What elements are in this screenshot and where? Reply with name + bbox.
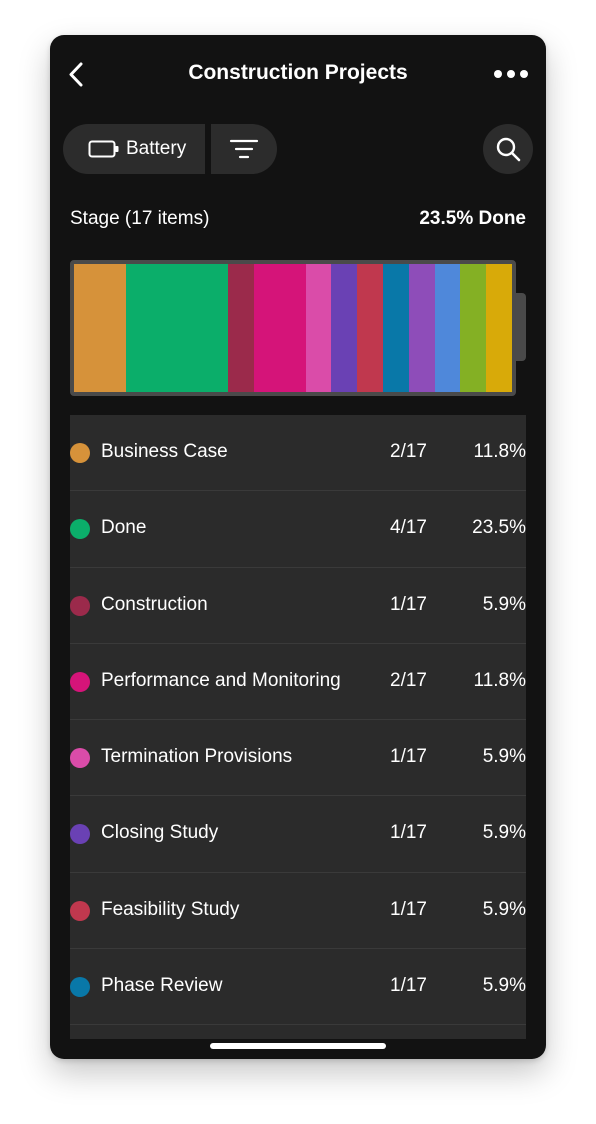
battery-segment[interactable] bbox=[486, 264, 512, 392]
battery-segment[interactable] bbox=[74, 264, 126, 392]
stage-row[interactable]: Performance and Monitoring 2/17 11.8% bbox=[70, 644, 526, 721]
stage-row[interactable]: Closing Study 1/17 5.9% bbox=[70, 796, 526, 873]
stage-color-dot bbox=[70, 519, 90, 540]
battery-segment[interactable] bbox=[125, 264, 229, 392]
battery-segment[interactable] bbox=[460, 264, 487, 392]
stage-row[interactable]: Business Case 2/17 11.8% bbox=[70, 415, 526, 492]
stage-name: Done bbox=[101, 517, 147, 539]
stage-name: Termination Provisions bbox=[101, 746, 293, 768]
stage-count: 1/17 bbox=[390, 593, 427, 615]
stage-count: 2/17 bbox=[390, 441, 427, 462]
stage-color-dot bbox=[70, 977, 90, 998]
stage-percent: 5.9% bbox=[482, 975, 526, 997]
battery-segment[interactable] bbox=[434, 264, 461, 392]
stage-list: Business Case 2/17 11.8% Done 4/17 23.5% Const… bbox=[70, 415, 526, 1039]
battery-bar bbox=[70, 260, 516, 396]
nav-bar: Construction Projects bbox=[50, 35, 546, 115]
stage-color-dot bbox=[70, 443, 90, 463]
home-indicator bbox=[210, 1043, 386, 1049]
stage-percent: 5.9% bbox=[482, 822, 526, 844]
stage-row-partial[interactable] bbox=[70, 1025, 526, 1039]
battery-view-label: Battery bbox=[126, 138, 187, 159]
stage-row[interactable]: Termination Provisions 1/17 5.9% bbox=[70, 720, 526, 797]
stage-summary: Stage (17 items) 23.5% Done bbox=[70, 208, 526, 234]
view-filter-group: Battery bbox=[63, 124, 277, 174]
battery-icon bbox=[88, 140, 119, 158]
battery-view-button[interactable]: Battery bbox=[63, 124, 205, 174]
stage-row[interactable]: Construction 1/17 5.9% bbox=[70, 568, 526, 644]
stage-count: 1/17 bbox=[390, 822, 427, 844]
stage-percent: 5.9% bbox=[482, 898, 526, 920]
stage-name: Performance and Monitoring bbox=[101, 669, 341, 691]
stage-name: Closing Study bbox=[101, 822, 219, 844]
phone-screen: Construction Projects Battery bbox=[50, 35, 546, 1059]
battery-segment[interactable] bbox=[357, 264, 383, 392]
filter-button[interactable] bbox=[211, 124, 277, 174]
battery-bar-tip bbox=[515, 293, 526, 361]
stage-count: 1/17 bbox=[390, 898, 427, 920]
stage-name: Business Case bbox=[101, 441, 228, 462]
more-horizontal-icon bbox=[494, 70, 528, 78]
stage-percent: 11.8% bbox=[473, 669, 526, 691]
stage-percent: 11.8% bbox=[473, 441, 526, 462]
filter-icon bbox=[229, 139, 259, 159]
stage-color-dot bbox=[70, 671, 90, 692]
stage-count: 1/17 bbox=[390, 975, 427, 997]
page-title: Construction Projects bbox=[188, 61, 408, 84]
stage-name: Phase Review bbox=[101, 975, 223, 997]
toolbar: Battery bbox=[63, 124, 533, 176]
stage-color-dot bbox=[70, 900, 90, 921]
battery-segment[interactable] bbox=[228, 264, 255, 392]
stage-color-dot bbox=[70, 748, 90, 769]
stage-count: 1/17 bbox=[390, 746, 427, 768]
stage-row[interactable]: Phase Review 1/17 5.9% bbox=[70, 949, 526, 1026]
battery-segment[interactable] bbox=[408, 264, 435, 392]
battery-segment[interactable] bbox=[305, 264, 332, 392]
back-button[interactable] bbox=[60, 57, 96, 93]
stage-percent: 23.5% bbox=[472, 517, 526, 539]
more-button[interactable] bbox=[492, 59, 532, 89]
stage-percent: 5.9% bbox=[482, 593, 526, 615]
stage-count: 4/17 bbox=[390, 517, 427, 539]
battery-segment[interactable] bbox=[331, 264, 358, 392]
toolbar-divider bbox=[205, 124, 211, 174]
search-button[interactable] bbox=[483, 124, 533, 174]
stage-row[interactable]: Done 4/17 23.5% bbox=[70, 491, 526, 568]
stage-name: Construction bbox=[101, 593, 208, 615]
stage-percent: 5.9% bbox=[482, 746, 526, 768]
stage-row[interactable]: Feasibility Study 1/17 5.9% bbox=[70, 873, 526, 950]
stage-name: Feasibility Study bbox=[101, 898, 240, 920]
stage-count: 2/17 bbox=[390, 669, 427, 691]
done-percent-label: 23.5% Done bbox=[419, 208, 526, 229]
search-icon bbox=[496, 137, 521, 162]
stage-count-label: Stage (17 items) bbox=[70, 208, 210, 229]
chevron-left-icon bbox=[69, 62, 83, 87]
stage-color-dot bbox=[70, 824, 90, 845]
stage-color-dot bbox=[70, 595, 90, 616]
battery-segment[interactable] bbox=[254, 264, 306, 392]
battery-segment[interactable] bbox=[383, 264, 409, 392]
